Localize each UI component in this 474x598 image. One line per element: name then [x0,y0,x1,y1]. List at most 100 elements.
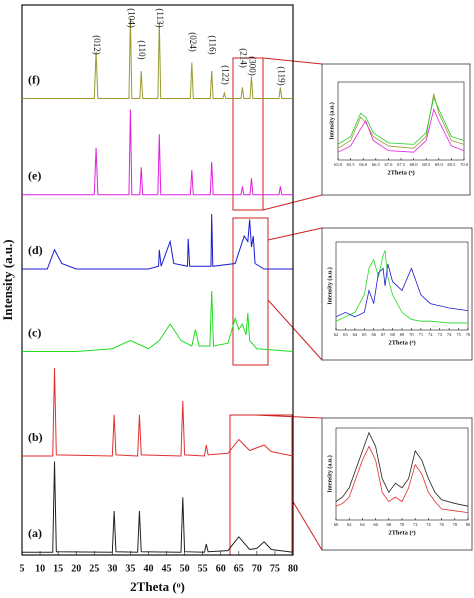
y-axis-label: Intensity (a.u.) [326,455,333,493]
x-tick-label: 65.0 [334,162,343,167]
x-tick-label: 78 [453,522,458,527]
x-tick-label: 75 [456,332,461,337]
x-tick-label: 40 [143,563,153,574]
series-line [337,93,465,149]
x-tick-label: 68.5 [422,162,431,167]
x-tick-label: 62 [334,332,339,337]
x-tick-label: 69 [400,332,405,337]
x-tick-label: 67.0 [384,162,393,167]
x-tick-label: 68.0 [410,162,419,167]
x-tick-label: 60 [334,522,339,527]
series-line [22,461,294,553]
x-tick-label: 73 [437,332,442,337]
x-tick-label: 45 [162,563,172,574]
highlight-box [232,57,264,211]
connector [267,299,323,361]
x-tick-label: 64 [353,332,358,337]
highlight-box [229,414,293,556]
plot-frame [21,4,294,556]
series-line [335,263,469,318]
connector [291,499,323,551]
series-line [22,367,294,457]
x-tick-label: 65 [362,332,367,337]
connector [267,227,323,241]
series-label: (a) [28,526,42,540]
connector [254,414,323,419]
inset-frame [321,227,473,361]
x-tick-label: 71 [419,332,424,337]
x-axis-label: 2Theta (ᵒ) [388,339,415,346]
x-axis-label: 2Theta (ᵒ) [388,529,415,536]
x-tick-label: 63 [343,332,348,337]
series-label: (b) [28,430,43,444]
peak-label: (104) [126,8,136,28]
peak-label: (110) [137,40,147,59]
series-line [335,445,469,514]
x-tick-label: 70 [400,522,405,527]
x-tick-label: 62 [347,522,352,527]
x-tick-label: 60 [216,563,226,574]
series-line [337,108,465,153]
x-tick-label: 72 [428,332,433,337]
series-label: (e) [28,169,41,183]
series-label: (c) [28,325,41,339]
series-line [22,109,293,196]
x-tick-label: 66.0 [359,162,368,167]
x-tick-label: 66.5 [372,162,381,167]
x-tick-label: 68 [390,332,395,337]
x-tick-label: 76 [466,332,471,337]
x-tick-label: 30 [107,563,117,574]
peak-label: (113) [155,8,165,27]
x-tick-label: 74 [447,332,452,337]
series-line [22,18,293,99]
x-tick-label: 70 [409,332,414,337]
series-line [22,213,293,270]
peak-label: (122) [220,65,230,85]
x-axis-label: 2Theta (ᵒ) [387,169,414,176]
series-label: (f) [28,72,40,86]
x-tick-label: 35 [125,563,135,574]
x-tick-label: 10 [35,563,45,574]
x-axis-label: 2Theta (ᵒ) [130,579,185,594]
x-tick-label: 69.5 [447,162,456,167]
highlight-box [232,217,269,366]
series-line [337,96,465,145]
series-line [335,249,468,324]
x-tick-label: 80 [288,563,298,574]
peak-label: (116) [208,35,218,54]
x-tick-label: 15 [53,563,63,574]
series-line [335,431,469,507]
inset-frame [321,63,471,196]
x-tick-label: 50 [180,563,190,574]
series-label: (d) [28,243,43,257]
x-tick-label: 67 [381,332,386,337]
x-tick-label: 76 [439,522,444,527]
x-tick-label: 74 [426,522,431,527]
peak-label: (300) [247,56,257,76]
peak-label: (012) [92,35,102,55]
x-tick-label: 66 [373,522,378,527]
highlight-boxes [229,57,323,556]
x-tick-label: 64 [360,522,365,527]
peak-label: (119) [276,66,286,85]
x-tick-label: 70 [252,563,262,574]
x-tick-label: 66 [371,332,376,337]
peak-label: (024) [188,32,198,52]
x-tick-label: 80 [466,522,471,527]
x-tick-label: 25 [89,563,99,574]
y-axis-label: Intensity (a.u.) [326,267,333,305]
x-tick-label: 75 [270,563,280,574]
x-tick-label: 72 [413,522,418,527]
peak-label: (214) [238,48,248,68]
x-tick-label: 67.5 [397,162,406,167]
y-axis-label: Intensity (a.u.) [0,239,15,320]
x-tick-label: 68 [387,522,392,527]
x-tick-label: 55 [198,563,208,574]
series-line [22,290,294,352]
x-tick-label: 65 [234,563,244,574]
y-axis-label: Intensity (a.u.) [328,102,335,140]
x-tick-label: 69.0 [435,162,444,167]
x-tick-label: 20 [71,563,81,574]
x-tick-label: 5 [20,563,25,574]
